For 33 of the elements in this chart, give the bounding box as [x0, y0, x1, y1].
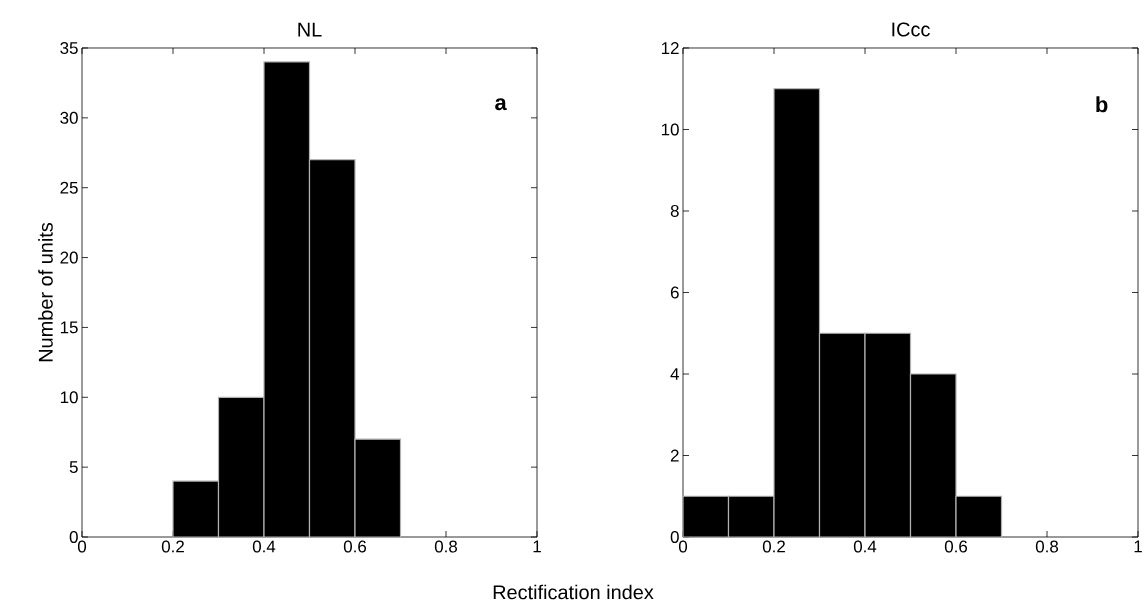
x-tick-label: 0.4: [252, 540, 276, 553]
annotation: a: [495, 98, 507, 111]
x-tick-label: 0: [77, 540, 87, 553]
y-tick-label: 10: [661, 123, 679, 136]
y-tick-label: 20: [60, 251, 78, 264]
y-tick-label: 25: [60, 181, 78, 194]
x-tick-label: 0.6: [343, 540, 367, 553]
y-tick-label: 12: [661, 42, 679, 54]
y-tick-label: 10: [60, 391, 78, 404]
y-tick-label: 0: [670, 531, 679, 543]
chart-title: NL: [298, 22, 322, 37]
x-tick-label: 1: [1134, 540, 1142, 553]
x-tick-label: 0.8: [1035, 540, 1059, 553]
y-tick-label: 2: [670, 449, 679, 462]
y-tick-label: 0: [69, 531, 78, 543]
y-tick-label: 4: [670, 368, 679, 380]
x-tick-label: 1: [533, 540, 541, 553]
chart-title: ICcc: [892, 22, 930, 37]
x-tick-label: 0.8: [434, 540, 458, 553]
y-tick-label: 5: [69, 461, 78, 474]
x-tick-label: 0.2: [762, 540, 785, 553]
x-tick-label: 0: [678, 540, 688, 553]
y-tick-label: 35: [60, 42, 78, 54]
y-tick-label: 6: [670, 286, 679, 299]
y-tick-label: 8: [670, 205, 679, 217]
y-tick-label: 30: [60, 111, 78, 124]
annotation: b: [1096, 96, 1108, 113]
y-axis-title: Number of units: [38, 222, 53, 362]
x-tick-label: 0.2: [161, 540, 184, 553]
x-axis-title: Rectification index: [493, 584, 654, 600]
x-tick-label: 0.6: [944, 540, 968, 553]
x-tick-label: 0.4: [853, 540, 877, 553]
y-tick-label: 15: [60, 321, 78, 334]
